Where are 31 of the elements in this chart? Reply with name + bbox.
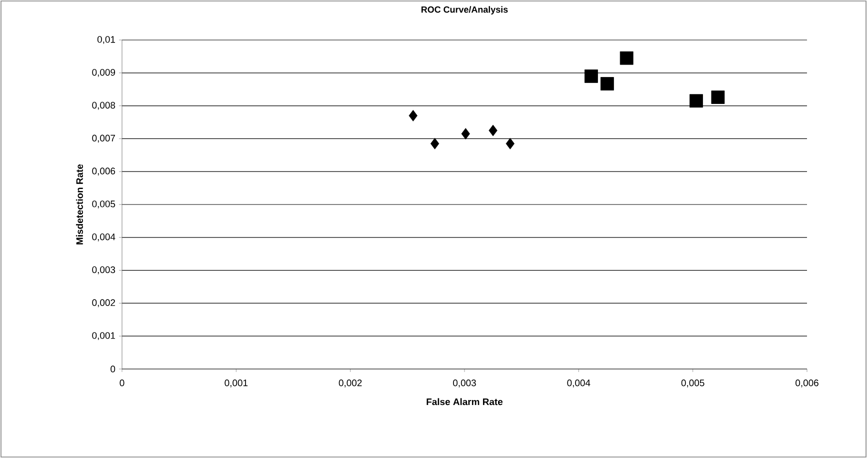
y-tick-label: 0,01 bbox=[97, 36, 116, 44]
x-tick-label: 0,001 bbox=[224, 380, 248, 388]
point bbox=[408, 110, 418, 122]
point bbox=[430, 138, 440, 150]
y-tick-label: 0,005 bbox=[92, 200, 116, 208]
y-tick-label: 0,009 bbox=[92, 68, 116, 77]
y-tick-label: 0,002 bbox=[92, 299, 116, 308]
point bbox=[584, 69, 598, 83]
y-tick-label: 0,003 bbox=[92, 266, 116, 274]
y-tick-label: 0,007 bbox=[92, 134, 116, 143]
x-axis-title: False Alarm Rate bbox=[426, 398, 503, 406]
point bbox=[690, 94, 703, 108]
x-tick-label: 0,002 bbox=[338, 380, 362, 388]
point bbox=[488, 124, 498, 136]
point bbox=[620, 51, 634, 65]
x-tick-label: 0,003 bbox=[453, 380, 476, 388]
y-tick-label: 0,001 bbox=[92, 332, 116, 340]
chart-title: ROC Curve/Analysis bbox=[421, 6, 508, 14]
x-tick-label: 0,005 bbox=[681, 380, 704, 388]
point bbox=[600, 77, 614, 90]
y-tick-label: 0,006 bbox=[92, 168, 116, 176]
y-tick-label: 0 bbox=[110, 366, 116, 372]
point bbox=[711, 90, 725, 104]
x-tick-label: 0 bbox=[120, 380, 124, 386]
y-tick-label: 0,008 bbox=[92, 102, 116, 110]
point bbox=[506, 138, 514, 150]
y-tick-label: 0,004 bbox=[92, 233, 116, 242]
y-axis-title: Misdetection Rate bbox=[76, 164, 83, 244]
point bbox=[461, 128, 470, 140]
x-tick-label: 0,006 bbox=[796, 380, 818, 388]
x-tick-label: 0,004 bbox=[567, 380, 590, 388]
